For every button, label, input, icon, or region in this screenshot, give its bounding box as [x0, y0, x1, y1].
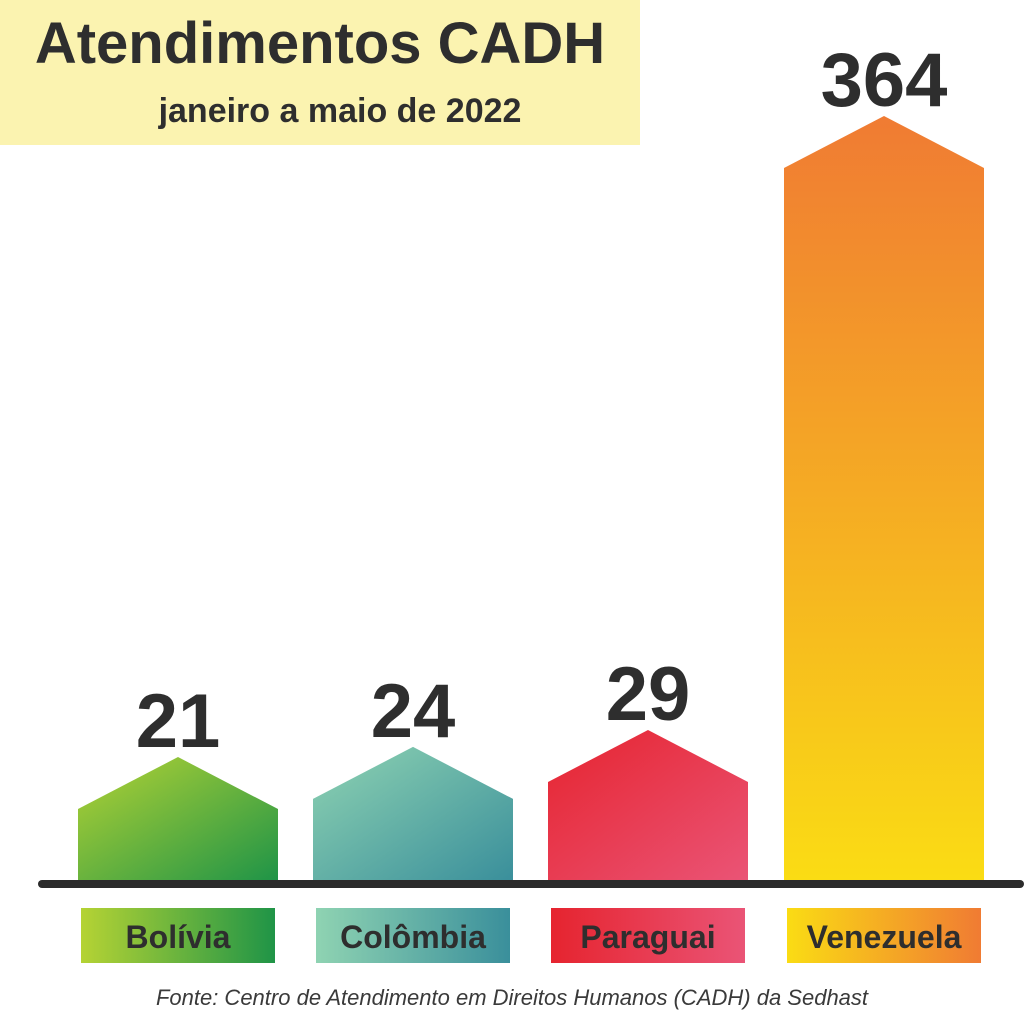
bar-paraguai — [548, 730, 748, 880]
category-label: Venezuela — [807, 919, 962, 955]
source-note: Fonte: Centro de Atendimento em Direitos… — [155, 985, 869, 1010]
category-label: Paraguai — [580, 919, 715, 955]
title-box — [0, 0, 640, 145]
category-box — [787, 908, 981, 963]
category-label: Bolívia — [126, 919, 231, 955]
category-box — [316, 908, 510, 963]
chart-subtitle: janeiro a maio de 2022 — [158, 92, 522, 130]
bar-venezuela — [784, 116, 984, 880]
value-label: 364 — [821, 38, 948, 123]
bar-bolívia — [78, 757, 278, 880]
category-box — [81, 908, 275, 963]
bar-colômbia — [313, 746, 513, 880]
category-box — [551, 908, 745, 963]
value-label: 24 — [371, 669, 456, 754]
category-label: Colômbia — [340, 919, 486, 955]
value-label: 29 — [606, 652, 691, 737]
value-label: 21 — [136, 679, 221, 764]
chart-title: Atendimentos CADH — [34, 11, 606, 76]
